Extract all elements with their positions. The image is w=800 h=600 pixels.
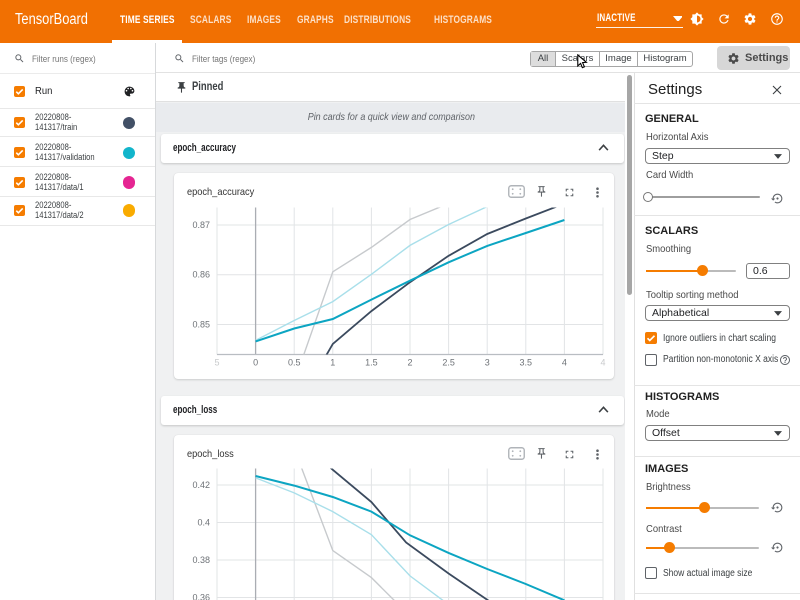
svg-text:0: 0 [253,357,258,367]
svg-text:0.5: 0.5 [288,357,301,367]
svg-text:4: 4 [562,357,567,367]
svg-text:0.38: 0.38 [192,555,210,565]
svg-text:0.86: 0.86 [192,269,210,279]
svg-text:2.5: 2.5 [442,357,455,367]
svg-text:0.36: 0.36 [192,592,210,600]
svg-text:1.5: 1.5 [365,357,378,367]
svg-text:4: 4 [600,357,605,367]
svg-text:0.42: 0.42 [192,480,210,490]
svg-text:2: 2 [407,357,412,367]
svg-text:0.85: 0.85 [192,319,210,329]
svg-text:3.5: 3.5 [520,357,533,367]
svg-text:5: 5 [214,357,219,367]
svg-text:0.87: 0.87 [192,220,210,230]
svg-text:1: 1 [330,357,335,367]
svg-text:0.4: 0.4 [197,517,210,527]
svg-text:3: 3 [485,357,490,367]
